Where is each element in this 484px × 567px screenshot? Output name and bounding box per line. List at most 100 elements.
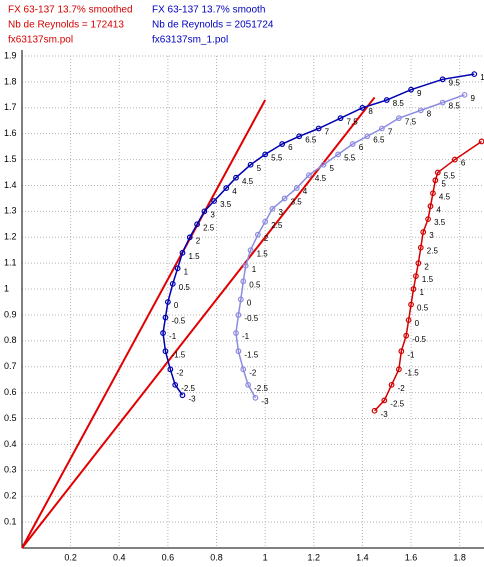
point-label: 3.5 xyxy=(434,218,446,227)
point xyxy=(235,348,242,355)
point-label: 2.5 xyxy=(427,247,439,256)
point xyxy=(252,394,259,401)
point xyxy=(364,133,371,140)
point-label: 3 xyxy=(278,208,283,217)
point-label: 3.5 xyxy=(220,200,232,209)
point xyxy=(408,301,414,308)
point xyxy=(279,141,286,147)
point-label: 4 xyxy=(437,205,442,214)
point xyxy=(172,381,179,388)
legend-text: fx63137sm_1.pol xyxy=(152,35,228,46)
point xyxy=(269,205,276,212)
point-label: 0.5 xyxy=(417,304,429,313)
y-tick-label: 0.6 xyxy=(4,387,17,397)
point xyxy=(167,366,174,373)
point xyxy=(296,133,303,140)
point-label: 8.5 xyxy=(449,102,461,111)
y-tick-label: 1.5 xyxy=(4,154,17,164)
point xyxy=(262,151,269,158)
point-label: 1.5 xyxy=(422,275,434,284)
x-tick-label: 0.8 xyxy=(210,552,223,562)
x-tick-label: 1 xyxy=(263,552,268,562)
point xyxy=(359,104,366,111)
point-label: 5.5 xyxy=(271,154,283,163)
point xyxy=(349,141,356,147)
point xyxy=(403,332,410,339)
point-label: 5.5 xyxy=(344,154,356,163)
point xyxy=(405,317,412,324)
point-label: 0 xyxy=(247,299,252,308)
y-tick-label: 1.6 xyxy=(4,128,17,138)
point xyxy=(194,221,200,228)
point xyxy=(371,407,378,414)
point-label: 7.5 xyxy=(405,117,417,126)
point-label: 1 xyxy=(252,265,257,274)
point-label: 8 xyxy=(368,107,373,116)
point xyxy=(383,97,390,103)
legend-text: Nb de Reynolds = 172413 xyxy=(8,20,124,31)
point-label: 5 xyxy=(257,164,262,173)
point-label: -1 xyxy=(407,350,415,359)
point-label: -0.5 xyxy=(412,335,426,344)
point xyxy=(160,330,166,336)
point-label: -2 xyxy=(176,368,184,377)
point-label: 1.5 xyxy=(257,249,269,258)
y-tick-label: 1.8 xyxy=(4,76,17,86)
y-tick-label: 0.2 xyxy=(4,491,17,501)
point xyxy=(247,161,254,168)
y-tick-label: 0.3 xyxy=(4,465,17,475)
point xyxy=(451,156,458,163)
y-tick-label: 0.1 xyxy=(4,516,17,526)
point-label: 7 xyxy=(388,128,393,137)
point xyxy=(417,244,424,251)
point-label: -1.5 xyxy=(171,350,185,359)
y-tick-label: 0.7 xyxy=(4,361,17,371)
point-label: -3 xyxy=(381,410,389,419)
y-tick-label: 1 xyxy=(4,283,9,293)
legend-text: FX 63-137 13.7% smoothed xyxy=(8,5,133,16)
point-label: 5 xyxy=(330,164,335,173)
point-label: -1.5 xyxy=(244,350,258,359)
point xyxy=(201,208,208,215)
y-tick-label: 1.1 xyxy=(4,258,17,268)
y-tick-label: 0.5 xyxy=(4,413,17,423)
y-tick-label: 1.2 xyxy=(4,232,17,242)
point-label: 0.5 xyxy=(249,280,261,289)
point-label: 5 xyxy=(441,179,446,188)
point xyxy=(413,273,419,280)
point xyxy=(388,381,395,388)
point-label: -0.5 xyxy=(171,317,185,326)
x-tick-label: 0.4 xyxy=(113,552,126,562)
point xyxy=(233,330,239,336)
point-label: 9.5 xyxy=(449,78,461,87)
point-label: -2.5 xyxy=(390,400,404,409)
point xyxy=(439,99,446,106)
point xyxy=(306,172,312,179)
point xyxy=(293,185,300,191)
point-label: -3 xyxy=(188,394,196,403)
legend-text: fx63137sm.pol xyxy=(8,35,73,46)
point xyxy=(425,216,431,223)
point xyxy=(179,392,186,399)
point xyxy=(211,198,217,204)
point xyxy=(162,314,169,321)
point xyxy=(378,125,385,132)
point xyxy=(240,366,247,373)
point xyxy=(337,115,344,122)
point xyxy=(237,296,244,303)
point xyxy=(240,278,247,285)
point-label: 7.5 xyxy=(347,117,359,126)
point xyxy=(461,91,468,98)
point-label: 1 xyxy=(419,288,424,297)
point-label: 4.5 xyxy=(315,174,327,183)
point-label: 3 xyxy=(429,231,434,240)
point xyxy=(315,125,322,132)
polar-line xyxy=(235,94,465,399)
point xyxy=(247,247,254,254)
point xyxy=(430,190,436,197)
point-label: 6.5 xyxy=(305,135,317,144)
point xyxy=(242,262,249,269)
point xyxy=(281,195,288,202)
point-label: 2 xyxy=(196,236,201,245)
